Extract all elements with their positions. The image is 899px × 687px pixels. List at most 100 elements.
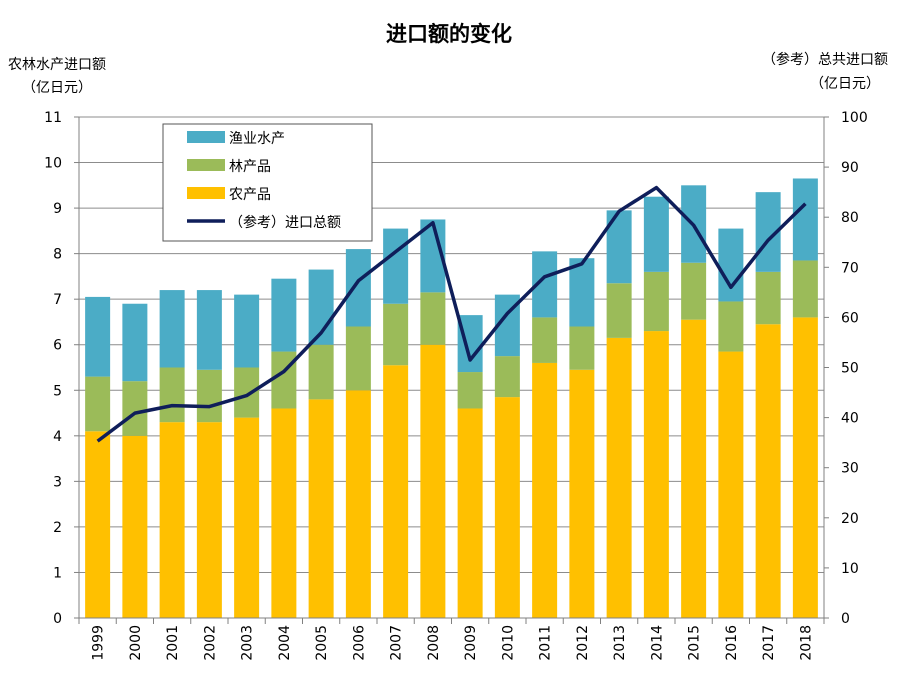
legend-swatch-forest — [187, 159, 225, 171]
bar-fishery-2004 — [271, 278, 297, 352]
right-tick-label-100: 100 — [841, 110, 868, 126]
legend: 渔业水产 林产品 农产品 （参考）进口总额 — [162, 123, 373, 242]
x-tick-label-2007: 2007 — [389, 625, 405, 661]
x-tick-label-2003: 2003 — [240, 625, 256, 661]
x-tick-label-2015: 2015 — [687, 625, 703, 661]
left-tick-label-3: 3 — [53, 474, 62, 490]
left-tick-label-5: 5 — [53, 383, 62, 399]
x-tick-label-2010: 2010 — [500, 625, 516, 661]
left-axis-label-line2: （亿日元） — [22, 80, 92, 96]
bar-forest-2009 — [457, 372, 483, 409]
bar-agri-2016 — [718, 351, 744, 618]
chart-title: 进口额的变化 — [386, 21, 512, 46]
bar-forest-2007 — [383, 303, 409, 366]
legend-swatch-fishery — [187, 131, 225, 143]
bar-agri-2015 — [681, 319, 707, 618]
bar-agri-2010 — [494, 397, 520, 618]
legend-label-agri: 农产品 — [229, 187, 271, 203]
line-total-import — [96, 185, 807, 443]
bar-forest-2000 — [122, 381, 148, 436]
bar-forest-2014 — [643, 271, 669, 332]
x-tick-label-2018: 2018 — [798, 625, 814, 661]
left-tick-label-9: 9 — [53, 201, 62, 217]
bar-fishery-2006 — [345, 249, 371, 327]
legend-label-fishery: 渔业水产 — [229, 131, 285, 147]
bar-agri-2018 — [792, 317, 818, 618]
bar-fishery-2001 — [159, 290, 185, 368]
right-tick-label-50: 50 — [841, 361, 859, 377]
x-tick-label-2013: 2013 — [612, 625, 628, 661]
left-tick-label-10: 10 — [44, 156, 62, 172]
bar-fishery-2016 — [718, 228, 744, 302]
x-tick-label-2000: 2000 — [128, 625, 144, 661]
bar-forest-2013 — [606, 283, 632, 338]
left-axis-ticks: 0 1 2 3 4 5 6 7 8 9 10 11 — [44, 110, 79, 627]
bar-agri-1999 — [85, 431, 111, 618]
x-axis-ticks: 1999 2000 2001 2002 2003 2004 2005 2006 2007 2008… — [78, 618, 825, 661]
left-tick-label-7: 7 — [53, 292, 62, 308]
x-tick-label-2017: 2017 — [761, 625, 777, 661]
right-tick-label-20: 20 — [841, 511, 859, 527]
bar-forest-2011 — [532, 317, 558, 363]
legend-label-total: （参考）进口总额 — [229, 214, 341, 231]
right-tick-label-0: 0 — [841, 611, 850, 627]
legend-swatch-agri — [187, 187, 225, 199]
x-tick-label-2016: 2016 — [724, 625, 740, 661]
left-tick-label-2: 2 — [53, 520, 62, 536]
right-tick-label-70: 70 — [841, 260, 859, 276]
x-tick-label-2008: 2008 — [426, 625, 442, 661]
bar-forest-2017 — [755, 271, 781, 325]
right-axis-label-line2: （亿日元） — [810, 76, 880, 92]
right-axis-label-line1: （参考）总共进口额 — [762, 51, 888, 68]
bar-forest-2006 — [345, 326, 371, 391]
bar-fishery-2007 — [383, 228, 409, 304]
left-tick-label-6: 6 — [53, 338, 62, 354]
x-tick-label-2002: 2002 — [202, 625, 218, 661]
bar-agri-2006 — [345, 390, 371, 618]
bar-agri-2017 — [755, 324, 781, 618]
x-tick-label-2005: 2005 — [314, 625, 330, 661]
bar-forest-1999 — [85, 376, 111, 432]
left-tick-label-11: 11 — [44, 110, 62, 126]
x-tick-label-2011: 2011 — [538, 625, 554, 661]
bar-agri-2004 — [271, 408, 297, 618]
right-tick-label-90: 90 — [841, 160, 859, 176]
left-tick-label-4: 4 — [53, 429, 62, 445]
bar-forest-2016 — [718, 301, 744, 352]
legend-label-forest: 林产品 — [229, 159, 271, 175]
bar-agri-2014 — [643, 331, 669, 618]
right-tick-label-80: 80 — [841, 210, 859, 226]
bar-forest-2002 — [196, 369, 222, 423]
right-axis-ticks: 0 10 20 30 40 50 60 70 80 90 100 — [824, 110, 868, 627]
x-tick-label-2014: 2014 — [649, 625, 665, 661]
left-tick-label-8: 8 — [53, 247, 62, 263]
bar-agri-2012 — [569, 369, 595, 618]
bar-agri-2003 — [234, 417, 260, 618]
left-tick-label-0: 0 — [53, 611, 62, 627]
bar-forest-2012 — [569, 326, 595, 370]
x-tick-label-2001: 2001 — [165, 625, 181, 661]
right-tick-label-10: 10 — [841, 561, 859, 577]
bar-agri-2007 — [383, 365, 409, 618]
bar-fishery-2014 — [643, 196, 669, 272]
right-tick-label-60: 60 — [841, 310, 859, 326]
bar-series — [85, 178, 818, 618]
line-series — [96, 185, 807, 443]
left-tick-label-1: 1 — [53, 565, 62, 581]
bar-forest-2010 — [494, 356, 520, 398]
bar-agri-2002 — [196, 422, 222, 618]
x-tick-label-1999: 1999 — [91, 625, 107, 661]
bar-fishery-2018 — [792, 178, 818, 261]
x-tick-label-2012: 2012 — [575, 625, 591, 661]
right-tick-label-30: 30 — [841, 461, 859, 477]
bar-agri-2011 — [532, 362, 558, 618]
bar-agri-2001 — [159, 422, 185, 618]
bar-fishery-2002 — [196, 290, 222, 370]
bar-agri-2013 — [606, 337, 632, 618]
bar-forest-2003 — [234, 367, 260, 418]
x-tick-label-2004: 2004 — [277, 625, 293, 661]
bar-agri-2008 — [420, 344, 446, 618]
bar-fishery-2003 — [234, 294, 260, 368]
bar-agri-2005 — [308, 399, 334, 618]
